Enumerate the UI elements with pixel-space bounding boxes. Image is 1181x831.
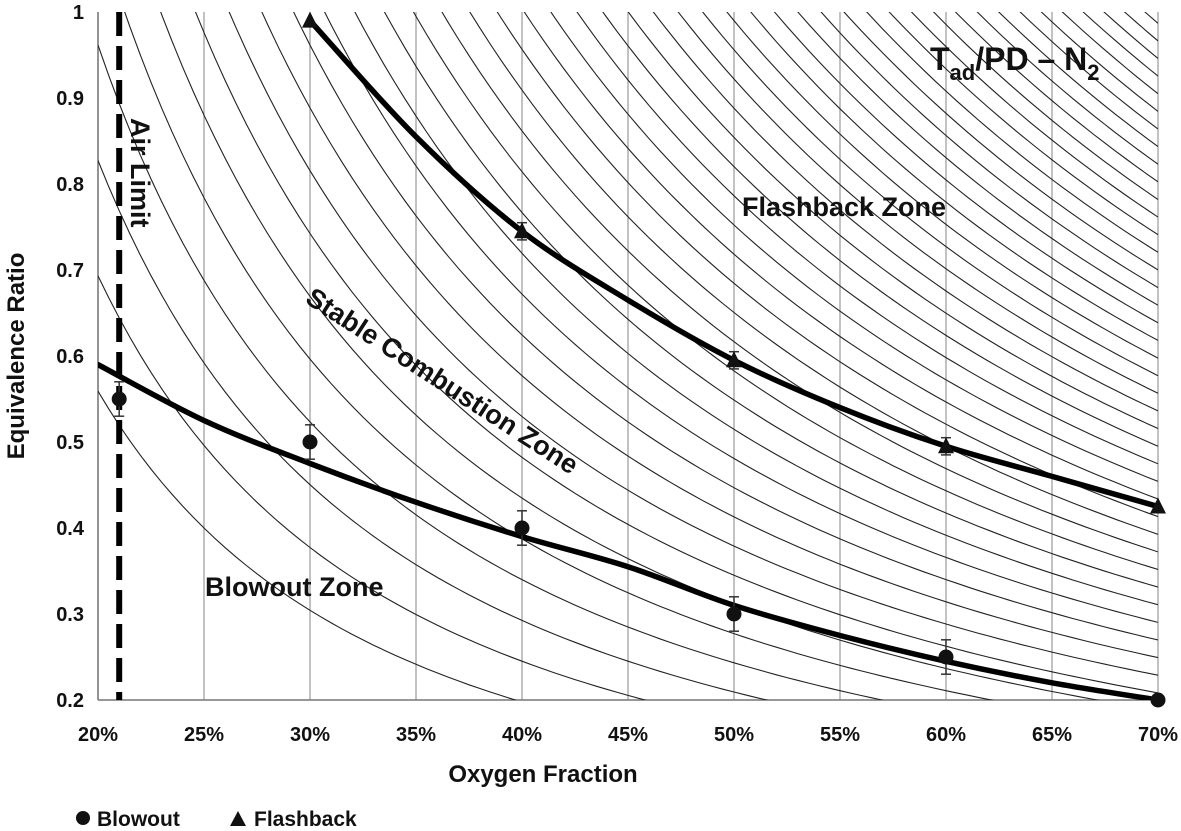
contour-line [797, 12, 1158, 306]
x-tick-label: 45% [608, 724, 648, 746]
contour-line [576, 12, 1158, 465]
contour-line [910, 12, 1158, 218]
fit-curve-blowout [98, 361, 1158, 700]
blowout-point [1150, 692, 1166, 708]
y-tick-label: 0.5 [56, 432, 84, 454]
legend-triangle-marker [230, 811, 246, 826]
contour-line [354, 12, 1158, 606]
contour-line [469, 12, 1158, 535]
contour-line [773, 12, 1158, 324]
contour-line [412, 12, 1158, 571]
stable-zone-label: Stable Combustion Zone [301, 282, 584, 480]
contour-line [820, 12, 1158, 289]
data-points [111, 11, 1166, 708]
contour-line [701, 12, 1158, 377]
panel-label-mid: /PD – N [975, 41, 1087, 77]
x-tick-label: 25% [184, 724, 224, 746]
y-tick-label: 0.8 [56, 174, 84, 196]
flashback-point [1150, 497, 1166, 514]
x-tick-label: 50% [714, 724, 754, 746]
contour-line [932, 12, 1158, 200]
panel-label-main: T [930, 41, 950, 77]
contour-line [194, 12, 1158, 694]
contour-line [124, 12, 995, 700]
contour-line [550, 12, 1158, 482]
contour-line [441, 12, 1158, 553]
fit-curves [98, 17, 1158, 700]
legend-blowout-label: Blowout [97, 808, 180, 831]
vertical-gridlines [97, 12, 1159, 701]
contour-line [523, 12, 1158, 500]
y-tick-label: 0.3 [56, 604, 84, 626]
y-tick-label: 0.6 [56, 346, 84, 368]
contour-line [843, 12, 1158, 271]
legend-flashback-label: Flashback [254, 808, 357, 831]
x-tick-label: 55% [820, 724, 860, 746]
x-tick-label: 20% [78, 724, 118, 746]
contour-line [160, 12, 1101, 700]
y-tick-label: 0.7 [56, 260, 84, 282]
blowout-zone-label: Blowout Zone [205, 572, 383, 602]
flashback-point [938, 437, 954, 454]
contour-line [627, 12, 1158, 430]
x-tick-label: 35% [396, 724, 436, 746]
contour-line [954, 12, 1158, 183]
contour-line [677, 12, 1158, 394]
contour-line [293, 12, 1158, 641]
contour-line [98, 275, 648, 700]
contour-line [602, 12, 1158, 447]
x-tick-label: 30% [290, 724, 330, 746]
y-tick-label: 0.2 [56, 690, 84, 712]
x-tick-label: 60% [926, 724, 966, 746]
contour-line [324, 12, 1158, 623]
fit-curve-flashback [307, 17, 1158, 510]
contour-line [976, 12, 1158, 165]
x-axis-label: Oxygen Fraction [448, 761, 637, 788]
contour-line [261, 12, 1158, 659]
contour-line [652, 12, 1158, 412]
legend: Blowout Flashback [76, 808, 357, 831]
flashback-zone-label: Flashback Zone [742, 192, 946, 222]
flashback-point [514, 222, 530, 239]
y-tick-label: 1 [73, 2, 84, 24]
blowout-point [514, 520, 530, 536]
contour-line [750, 12, 1158, 341]
contour-line [98, 44, 885, 700]
contour-line [888, 12, 1158, 236]
blowout-point [302, 434, 318, 450]
blowout-point [938, 649, 954, 665]
contour-line [98, 390, 518, 700]
contour-line [98, 0, 1158, 6]
air-limit-label: Air Limit [125, 118, 155, 228]
blowout-point [726, 606, 742, 622]
y-axis-label: Equivalence Ratio [3, 253, 30, 460]
x-tick-label: 70% [1138, 724, 1178, 746]
y-tick-label: 0.4 [56, 518, 85, 540]
contour-line [228, 12, 1158, 676]
flashback-point [302, 11, 318, 28]
panel-label-sub2: 2 [1087, 60, 1099, 85]
x-tick-label: 65% [1032, 724, 1072, 746]
x-tick-label: 40% [502, 724, 542, 746]
contour-line [726, 12, 1158, 359]
contour-line [383, 12, 1158, 588]
contour-line [496, 12, 1158, 518]
contour-line [866, 12, 1158, 253]
panel-label: Tad/PD – N2 [930, 41, 1100, 85]
y-tick-label: 0.9 [56, 88, 84, 110]
panel-label-sub: ad [950, 60, 976, 85]
flashback-point [726, 351, 742, 368]
legend-circle-marker [76, 811, 90, 825]
contour-lines [98, 0, 1158, 700]
tick-labels: 20% 25% 30% 35% 40% 45% 50% 55% 60% 65% 70% 0.2 0.3 0… [56, 2, 1178, 746]
blowout-point [111, 391, 127, 407]
